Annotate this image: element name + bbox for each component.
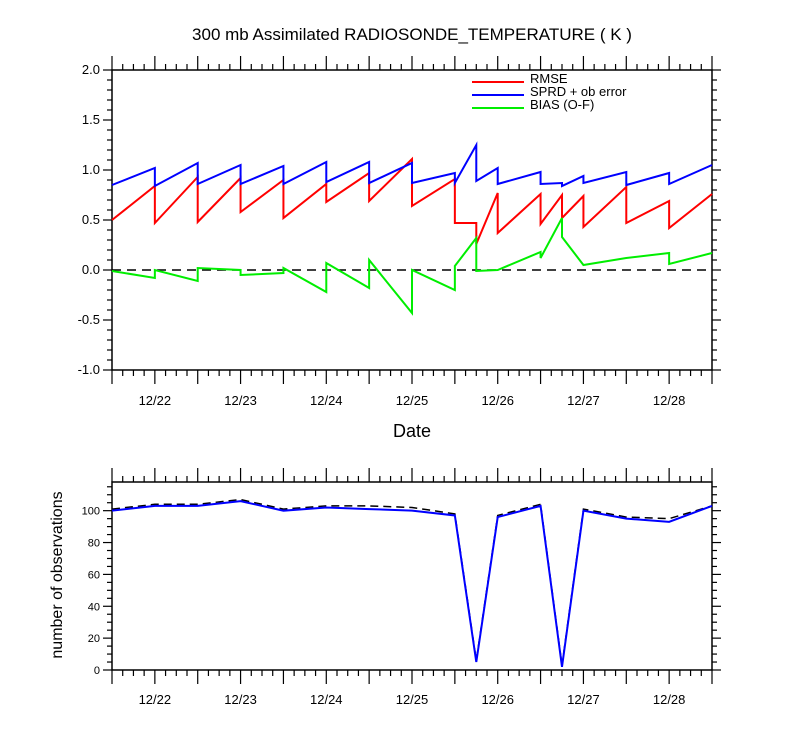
legend-label: RMSE	[530, 71, 568, 86]
series-line-sprd-ob-error	[111, 141, 713, 188]
y-tick-label: 0.0	[82, 262, 100, 277]
series-line-assimilated	[111, 500, 713, 667]
y-tick-label: 0	[94, 665, 100, 677]
x-tick-label: 12/25	[396, 393, 429, 408]
y-tick-label: 1.5	[82, 112, 100, 127]
x-tick-label: 12/22	[139, 393, 172, 408]
plot-frame	[111, 69, 713, 371]
y-tick-label: 40	[88, 601, 100, 613]
series-line-possible	[111, 498, 713, 666]
y-tick-label: 1.0	[82, 162, 100, 177]
x-tick-label: 12/28	[653, 692, 686, 707]
y-tick-label: -0.5	[78, 312, 100, 327]
chart-title: 300 mb Assimilated RADIOSONDE_TEMPERATUR…	[192, 25, 632, 44]
y-tick-label: 20	[88, 633, 100, 645]
bottom-plot: 12/22 12/23 12/24 12/25 12/26 12/27 12/28 0 20 40…	[82, 468, 721, 707]
y-tick-label: 2.0	[82, 62, 100, 77]
x-tick-label: 12/23	[224, 393, 257, 408]
legend-label: SPRD + ob error	[530, 84, 627, 99]
x-axis-label: Date	[393, 421, 431, 441]
y-tick-label: 0.5	[82, 212, 100, 227]
x-tick-label: 12/28	[653, 393, 686, 408]
legend-label: BIAS (O-F)	[530, 97, 594, 112]
x-tick-label: 12/24	[310, 692, 343, 707]
x-tick-label: 12/26	[481, 692, 514, 707]
x-tick-label: 12/22	[139, 692, 172, 707]
y-tick-label: -1.0	[78, 362, 100, 377]
top-plot: 12/22 12/23 12/24 12/25 12/26 12/27 12/28 -1.0 -…	[78, 56, 721, 408]
series-line-bias-o-f	[111, 217, 713, 316]
x-tick-label: 12/23	[224, 692, 257, 707]
x-tick-label: 12/24	[310, 393, 343, 408]
y-tick-label: 80	[88, 538, 100, 550]
y-tick-label: 100	[82, 506, 100, 518]
x-tick-label: 12/25	[396, 692, 429, 707]
y-axis-label-observations: number of observations	[49, 491, 66, 658]
x-tick-label: 12/27	[567, 692, 600, 707]
y-tick-label: 60	[88, 569, 100, 581]
x-tick-label: 12/26	[481, 393, 514, 408]
x-tick-label: 12/27	[567, 393, 600, 408]
